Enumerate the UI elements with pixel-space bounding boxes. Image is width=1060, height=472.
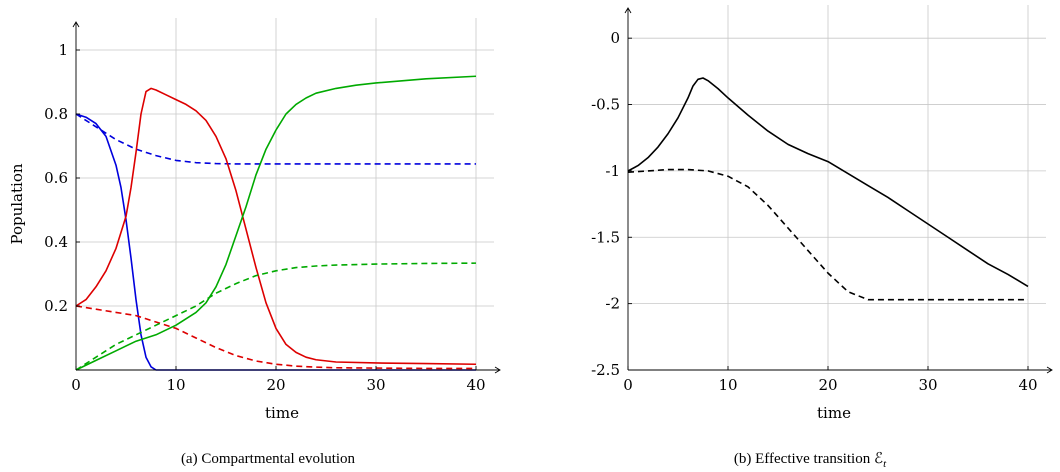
y-tick-label: -1: [605, 162, 620, 180]
x-axis-label: time: [265, 404, 299, 422]
panel-compartmental-evolution: 0 10 20 30 40 0.2 0.4 0.6 0.8 1 time Population: [8, 18, 501, 422]
series-line: [75, 113, 476, 165]
series-line: [627, 168, 1028, 301]
x-axis-arrow: [1046, 366, 1053, 374]
series-line: [627, 77, 1029, 288]
x-axis-arrow: [494, 366, 501, 374]
series-line: [75, 75, 477, 371]
y-tick-label: 0.2: [44, 297, 68, 315]
caption-b-subscript: t: [883, 458, 887, 470]
x-axis-label: time: [817, 404, 851, 422]
y-tick-label: -2: [605, 295, 620, 313]
x-tick-label: 40: [1018, 376, 1037, 394]
x-tick-label: 30: [918, 376, 937, 394]
series-line: [75, 305, 476, 370]
y-tick-label: 0: [610, 29, 620, 47]
y-axis-label: Population: [8, 163, 26, 244]
series-line: [75, 87, 477, 366]
caption-a: (a) Compartmental evolution: [181, 451, 356, 467]
x-tick-label: 40: [466, 376, 485, 394]
y-tick-label: -1.5: [591, 228, 620, 246]
y-tick-label: 0.4: [44, 233, 68, 251]
x-tick-label: 20: [818, 376, 837, 394]
y-axis-arrow: [72, 21, 80, 28]
y-tick-label: 0.8: [44, 105, 68, 123]
caption-b: (b) Effective transition ℰt: [734, 451, 887, 470]
series-line: [75, 262, 477, 371]
y-tick-label: 1: [58, 41, 68, 59]
y-tick-label: 0.6: [44, 169, 68, 187]
x-tick-label: 20: [266, 376, 285, 394]
x-tick-label: 30: [366, 376, 385, 394]
y-tick-label: -0.5: [591, 96, 620, 114]
x-tick-label: 0: [71, 376, 81, 394]
x-tick-label: 10: [718, 376, 737, 394]
y-tick-label: -2.5: [591, 361, 620, 379]
panel-effective-transition: 0 10 20 30 40 -2.5 -2 -1.5 -1 -0.5 0 time: [591, 5, 1053, 422]
y-axis-arrow: [624, 7, 632, 14]
x-tick-label: 0: [623, 376, 633, 394]
x-tick-label: 10: [166, 376, 185, 394]
